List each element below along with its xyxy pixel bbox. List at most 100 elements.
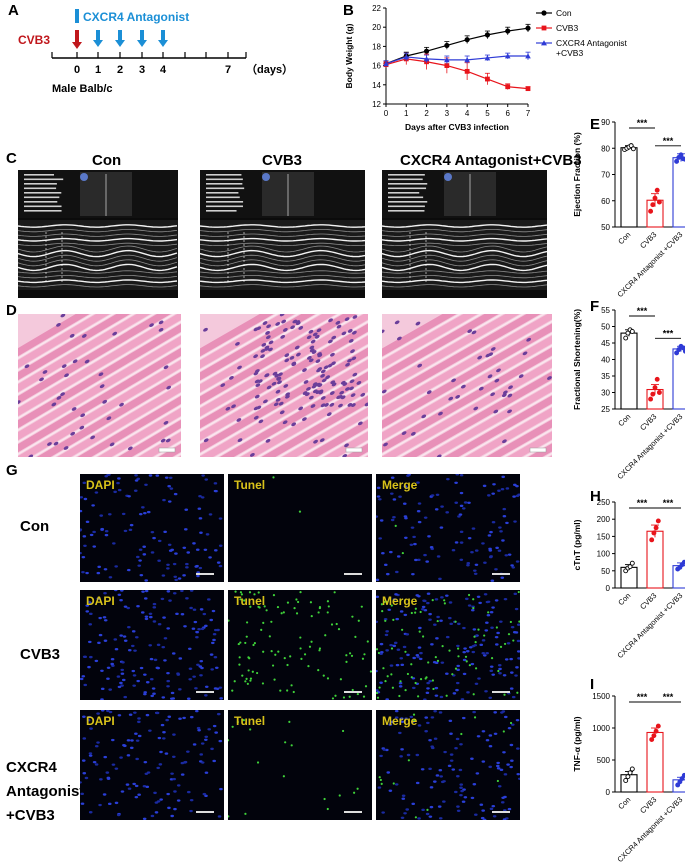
tunel-positive-cell [443, 602, 446, 605]
data-point [650, 202, 656, 208]
tunel-positive-cell [293, 607, 296, 610]
tunel-positive-cell [348, 695, 351, 698]
dapi-nucleus [425, 812, 430, 816]
dapi-nucleus [119, 756, 123, 759]
dapi-nucleus [137, 564, 142, 567]
tunel-positive-cell [245, 621, 249, 624]
he-nucleus [265, 331, 270, 335]
dapi-nucleus [204, 694, 208, 697]
dapi-nucleus [399, 657, 404, 660]
panel-label-h: H [590, 488, 601, 505]
tunel-positive-cell [516, 691, 519, 694]
dapi-nucleus [88, 811, 93, 814]
he-nucleus [426, 390, 432, 395]
dapi-nucleus [404, 536, 408, 540]
dapi-nucleus [177, 577, 182, 580]
tunel-positive-cell [380, 603, 383, 606]
dapi-nucleus [114, 801, 119, 805]
he-nucleus [42, 370, 48, 374]
he-nucleus [318, 390, 324, 395]
tunel-positive-cell [417, 695, 420, 698]
he-nucleus [298, 406, 304, 411]
dapi-nucleus [389, 550, 393, 554]
tunel-positive-cell [288, 720, 291, 723]
dapi-nucleus [106, 777, 111, 780]
dapi-nucleus [112, 542, 116, 545]
dapi-nucleus [152, 602, 157, 606]
dapi-nucleus [134, 795, 139, 799]
dapi-nucleus [186, 551, 191, 554]
dapi-nucleus [381, 811, 385, 814]
dapi-nucleus [163, 659, 167, 662]
he-nucleus [304, 392, 310, 397]
tunel-positive-cell [234, 590, 237, 593]
tunel-positive-cell [318, 606, 322, 609]
tunel-positive-cell [239, 598, 242, 601]
y-tick-label: 250 [597, 498, 611, 507]
dapi-nucleus [485, 652, 489, 655]
echo-logo-icon [444, 173, 452, 181]
he-nucleus [69, 333, 75, 338]
panel-label-i: I [590, 676, 595, 693]
tunel-positive-cell [441, 645, 444, 648]
tunel-positive-cell [270, 650, 273, 653]
he-nucleus [225, 406, 231, 411]
dapi-nucleus [510, 671, 514, 674]
antagonist-arrow-shaft [140, 30, 144, 40]
x-tick-label: CVB3 [638, 230, 658, 250]
dapi-nucleus [426, 687, 430, 690]
dapi-nucleus [472, 783, 477, 786]
dapi-nucleus [219, 697, 223, 700]
dapi-nucleus [100, 687, 105, 691]
dapi-nucleus [131, 630, 136, 633]
dapi-nucleus [417, 817, 421, 820]
dapi-nucleus [203, 548, 208, 551]
dapi-nucleus [474, 682, 479, 685]
dapi-nucleus [204, 738, 208, 741]
dapi-nucleus [516, 639, 520, 643]
dapi-nucleus [454, 747, 458, 750]
dapi-nucleus [189, 606, 193, 610]
dapi-nucleus [497, 664, 502, 667]
tunel-antagonist-dapi: DAPI [80, 710, 224, 820]
dapi-nucleus [172, 733, 176, 736]
data-point [629, 329, 635, 334]
dapi-nucleus [416, 510, 421, 513]
group-title-cvb3: CVB3 [262, 152, 303, 169]
he-nucleus [490, 392, 496, 397]
dapi-nucleus [433, 780, 437, 783]
dapi-nucleus [506, 642, 511, 645]
dapi-nucleus [173, 807, 177, 811]
dapi-nucleus [465, 597, 469, 601]
tunel-positive-cell [376, 691, 379, 695]
dapi-nucleus [425, 691, 430, 695]
dapi-nucleus [186, 750, 190, 753]
he-nucleus [327, 339, 333, 344]
tunel-positive-cell [412, 713, 416, 716]
echo-time-scale [18, 291, 178, 298]
dapi-nucleus [154, 811, 159, 814]
tunel-positive-cell [310, 615, 313, 618]
dapi-nucleus [485, 621, 489, 624]
dapi-nucleus [454, 481, 458, 484]
data-point [403, 54, 410, 60]
data-point [627, 564, 633, 570]
tunel-positive-cell [326, 677, 330, 680]
x-tick-label: 3 [445, 109, 450, 118]
dapi-nucleus [117, 488, 122, 492]
dapi-nucleus [192, 542, 196, 545]
tunel-positive-cell [245, 635, 248, 638]
dapi-nucleus [423, 516, 428, 519]
tunel-positive-cell [249, 728, 252, 731]
dapi-nucleus [481, 730, 486, 733]
dapi-nucleus [472, 710, 476, 714]
echo-readout-line [24, 201, 58, 203]
he-fiber [97, 407, 181, 457]
dapi-nucleus [103, 755, 108, 759]
tunel-positive-cell [249, 605, 252, 608]
data-point [648, 396, 654, 402]
he-image-con [18, 314, 181, 457]
echo-logo-icon [262, 173, 270, 181]
data-point [678, 152, 684, 158]
